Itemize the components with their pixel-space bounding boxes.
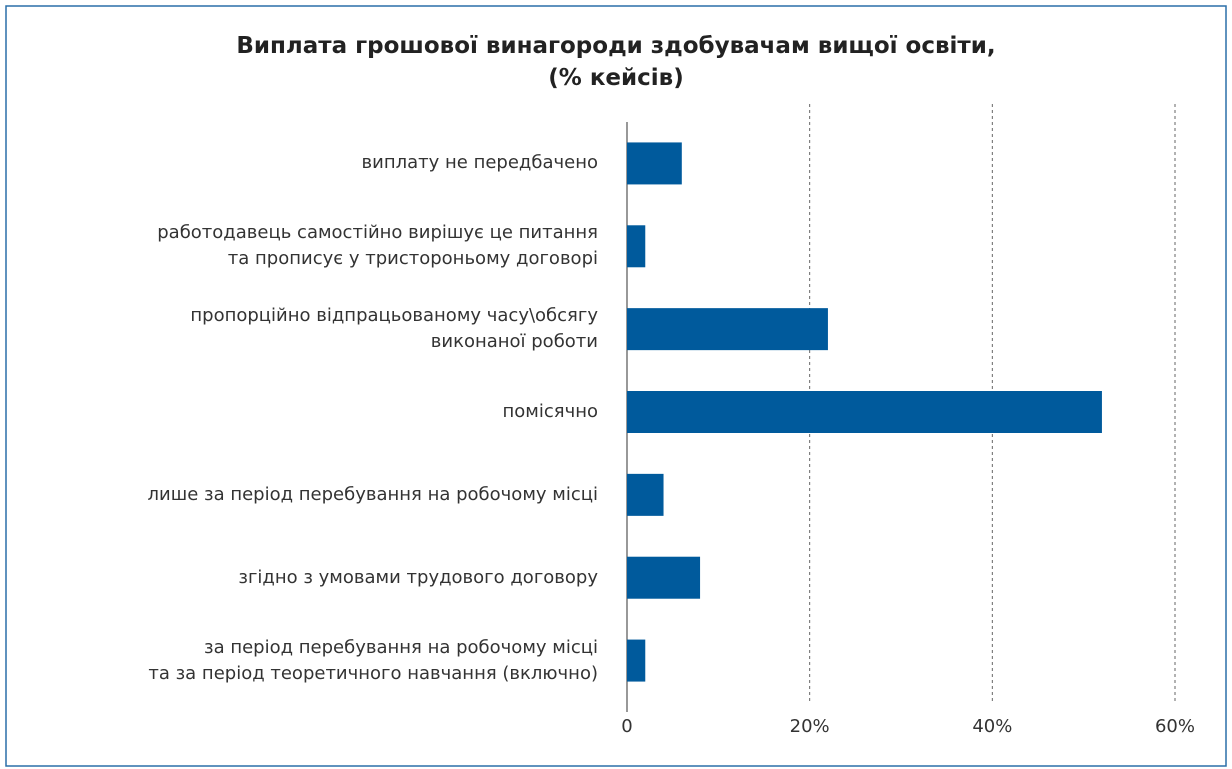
bar [627, 639, 646, 682]
category-label: виплату не передбачено [361, 152, 598, 174]
chart-title: Виплата грошової винагороди здобувачам в… [236, 33, 996, 91]
category-label: лише за період перебування на робочому м… [147, 483, 598, 505]
category-label: помісячно [502, 401, 598, 422]
x-tick-label: 40% [972, 716, 1012, 737]
category-label: работодавець самостійно вирішує це питан… [157, 222, 598, 270]
bar [627, 308, 828, 351]
bar [627, 391, 1102, 433]
bar [627, 225, 646, 268]
x-tick-label: 20% [790, 716, 830, 737]
x-tick-label: 0 [621, 716, 632, 737]
category-label: пропорційно відпрацьованому часу\обсягу … [190, 305, 598, 353]
bar [627, 473, 664, 516]
category-label: згідно з умовами трудового договору [238, 566, 598, 588]
bar [627, 556, 701, 599]
category-label: за період перебування на робочому місці … [148, 636, 598, 684]
frame [5, 5, 1227, 767]
x-tick-label: 60% [1155, 716, 1195, 737]
bar [627, 142, 682, 185]
